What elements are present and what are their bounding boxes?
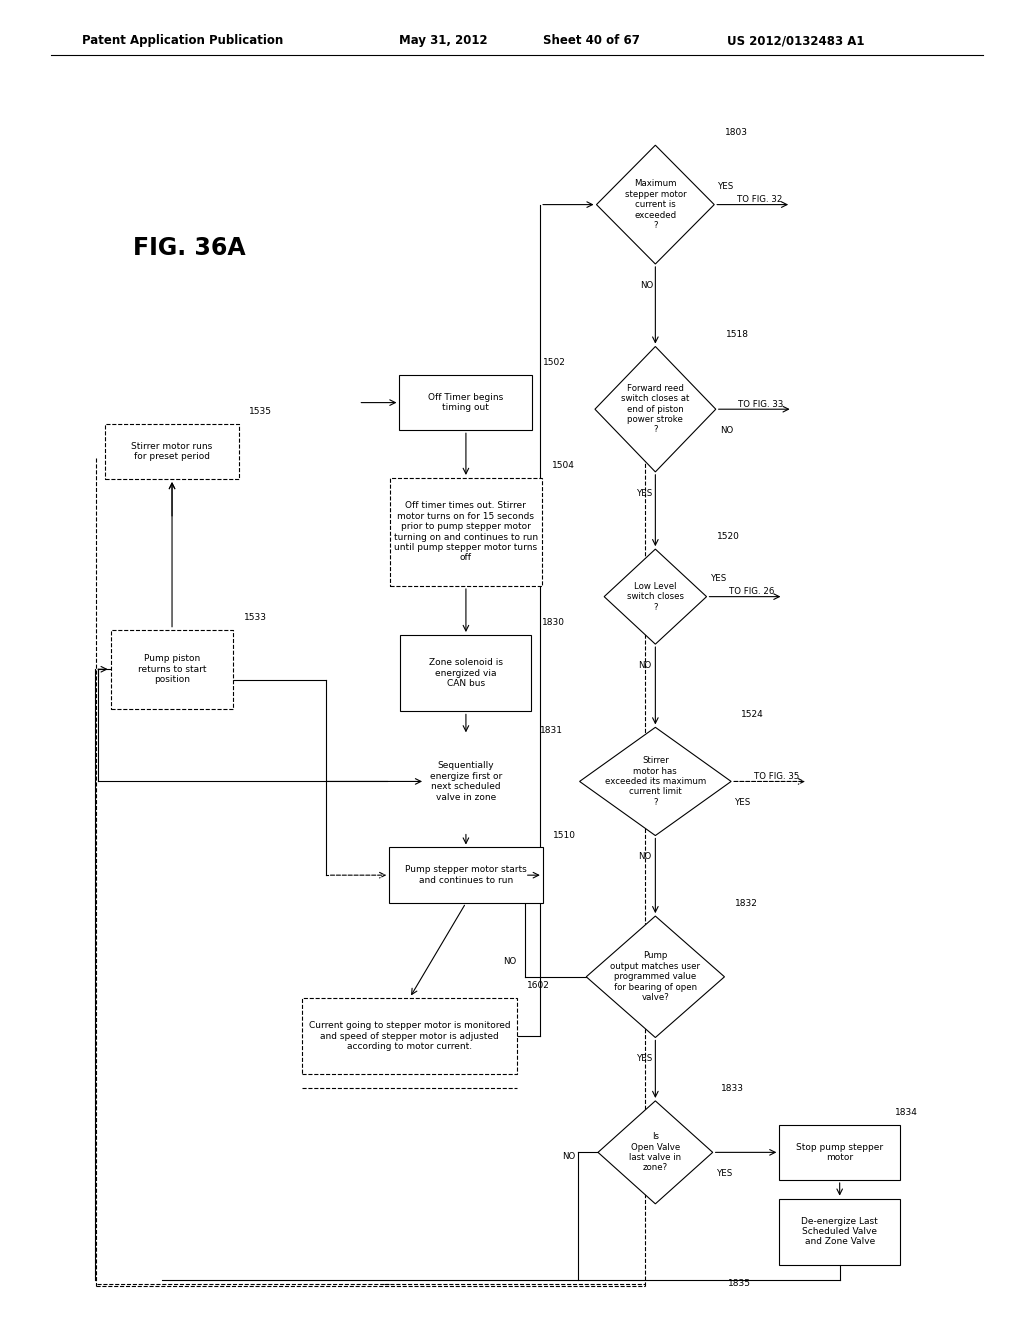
Text: TO FIG. 32: TO FIG. 32 — [737, 195, 782, 205]
Text: Stop pump stepper
motor: Stop pump stepper motor — [796, 1143, 884, 1162]
Text: Off timer times out. Stirrer
motor turns on for 15 seconds
prior to pump stepper: Off timer times out. Stirrer motor turns… — [394, 502, 538, 562]
Polygon shape — [595, 347, 716, 473]
Text: 1520: 1520 — [717, 532, 739, 541]
Text: NO: NO — [639, 853, 651, 862]
Text: Is
Open Valve
last valve in
zone?: Is Open Valve last valve in zone? — [630, 1133, 681, 1172]
Text: TO FIG. 35: TO FIG. 35 — [754, 772, 799, 781]
Text: TO FIG. 26: TO FIG. 26 — [729, 587, 774, 597]
Text: Pump
output matches user
programmed value
for bearing of open
valve?: Pump output matches user programmed valu… — [610, 952, 700, 1002]
Text: 1535: 1535 — [249, 407, 271, 416]
Text: Stirrer
motor has
exceeded its maximum
current limit
?: Stirrer motor has exceeded its maximum c… — [605, 756, 706, 807]
Text: Maximum
stepper motor
current is
exceeded
?: Maximum stepper motor current is exceede… — [625, 180, 686, 230]
Text: May 31, 2012: May 31, 2012 — [399, 34, 488, 48]
Polygon shape — [596, 145, 715, 264]
Text: FIG. 36A: FIG. 36A — [133, 236, 246, 260]
Text: 1830: 1830 — [542, 618, 564, 627]
Text: 1834: 1834 — [895, 1107, 918, 1117]
Text: 1518: 1518 — [726, 330, 749, 339]
FancyBboxPatch shape — [779, 1199, 900, 1265]
FancyBboxPatch shape — [399, 375, 532, 430]
Text: 1833: 1833 — [721, 1084, 743, 1093]
FancyBboxPatch shape — [389, 847, 543, 903]
Text: TO FIG. 33: TO FIG. 33 — [738, 400, 783, 409]
Text: YES: YES — [719, 182, 734, 191]
Text: 1524: 1524 — [741, 710, 764, 719]
Text: YES: YES — [735, 799, 752, 808]
FancyBboxPatch shape — [400, 635, 531, 711]
Text: NO: NO — [641, 281, 653, 290]
Polygon shape — [586, 916, 725, 1038]
Text: Current going to stepper motor is monitored
and speed of stepper motor is adjust: Current going to stepper motor is monito… — [309, 1022, 510, 1051]
Text: 1803: 1803 — [725, 128, 748, 137]
Text: 1831: 1831 — [540, 726, 562, 735]
Text: Forward reed
switch closes at
end of piston
power stroke
?: Forward reed switch closes at end of pis… — [622, 384, 689, 434]
Text: US 2012/0132483 A1: US 2012/0132483 A1 — [727, 34, 864, 48]
Text: Low Level
switch closes
?: Low Level switch closes ? — [627, 582, 684, 611]
FancyBboxPatch shape — [779, 1125, 900, 1180]
Text: YES: YES — [637, 1055, 653, 1064]
FancyBboxPatch shape — [111, 630, 233, 709]
Text: Sequentially
energize first or
next scheduled
valve in zone: Sequentially energize first or next sche… — [430, 762, 502, 801]
Text: 1510: 1510 — [553, 830, 575, 840]
Text: NO: NO — [720, 426, 733, 436]
Text: NO: NO — [562, 1152, 575, 1162]
Text: YES: YES — [717, 1170, 733, 1179]
Text: YES: YES — [711, 574, 727, 583]
Text: De-energize Last
Scheduled Valve
and Zone Valve: De-energize Last Scheduled Valve and Zon… — [802, 1217, 878, 1246]
Text: Pump piston
returns to start
position: Pump piston returns to start position — [138, 655, 206, 684]
Text: Off Timer begins
timing out: Off Timer begins timing out — [428, 393, 504, 412]
Text: 1504: 1504 — [552, 461, 574, 470]
Polygon shape — [598, 1101, 713, 1204]
Text: Patent Application Publication: Patent Application Publication — [82, 34, 284, 48]
FancyBboxPatch shape — [302, 998, 517, 1074]
Text: Stirrer motor runs
for preset period: Stirrer motor runs for preset period — [131, 442, 213, 461]
Text: Sheet 40 of 67: Sheet 40 of 67 — [543, 34, 640, 48]
Text: 1832: 1832 — [735, 899, 758, 908]
Text: Pump stepper motor starts
and continues to run: Pump stepper motor starts and continues … — [406, 866, 526, 884]
Text: YES: YES — [637, 488, 653, 498]
Text: NO: NO — [504, 957, 516, 966]
Text: Zone solenoid is
energized via
CAN bus: Zone solenoid is energized via CAN bus — [429, 659, 503, 688]
FancyBboxPatch shape — [390, 478, 542, 586]
Text: 1533: 1533 — [244, 612, 266, 622]
FancyBboxPatch shape — [105, 424, 239, 479]
Polygon shape — [604, 549, 707, 644]
Polygon shape — [580, 727, 731, 836]
Text: 1502: 1502 — [543, 358, 565, 367]
Text: 1835: 1835 — [728, 1279, 751, 1288]
Text: 1602: 1602 — [527, 981, 550, 990]
Text: NO: NO — [639, 661, 651, 671]
